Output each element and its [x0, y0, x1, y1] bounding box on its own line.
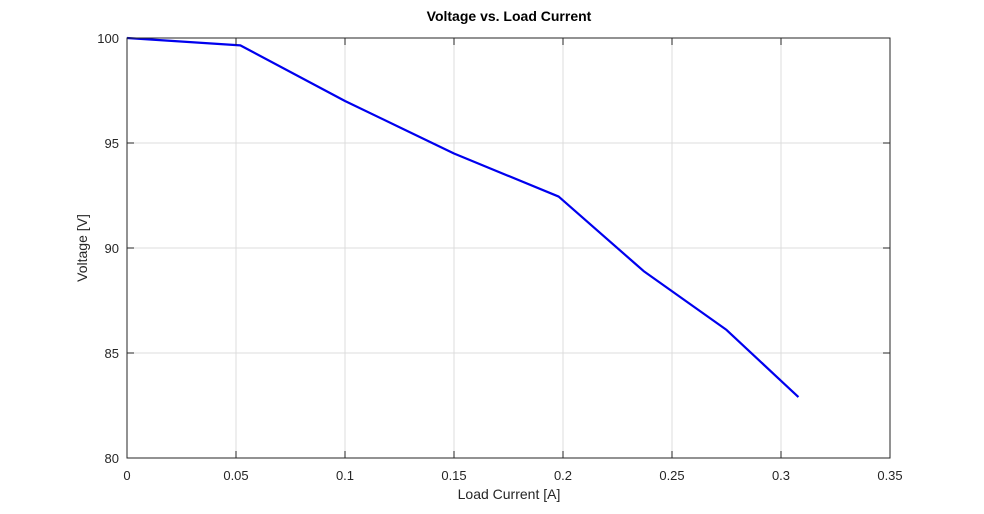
x-tick-label: 0.25 — [659, 468, 684, 483]
y-tick-label: 80 — [105, 451, 119, 466]
x-tick-label: 0.15 — [441, 468, 466, 483]
y-tick-labels: 80 85 90 95 100 — [97, 31, 119, 466]
y-tick-label: 95 — [105, 136, 119, 151]
x-tick-label: 0 — [123, 468, 130, 483]
x-tick-label: 0.2 — [554, 468, 572, 483]
y-tick-label: 90 — [105, 241, 119, 256]
x-axis-title: Load Current [A] — [458, 486, 561, 502]
chart-title: Voltage vs. Load Current — [427, 8, 592, 24]
x-tick-label: 0.1 — [336, 468, 354, 483]
x-tick-label: 0.05 — [223, 468, 248, 483]
y-tick-label: 100 — [97, 31, 119, 46]
series-layer — [126, 36, 800, 398]
x-tick-label: 0.3 — [772, 468, 790, 483]
x-tick-labels: 0 0.05 0.1 0.15 0.2 0.25 0.3 0.35 — [123, 468, 902, 483]
y-axis-title: Voltage [V] — [74, 214, 90, 282]
axis-ticks — [126, 37, 891, 459]
y-tick-label: 85 — [105, 346, 119, 361]
series-line — [126, 36, 800, 398]
x-tick-label: 0.35 — [877, 468, 902, 483]
